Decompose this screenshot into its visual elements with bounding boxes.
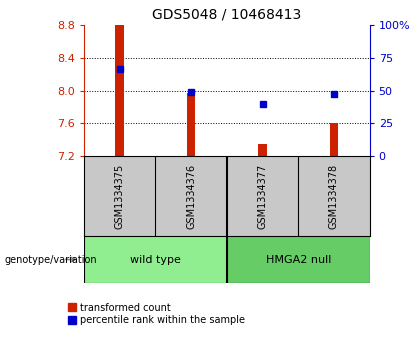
Legend: transformed count, percentile rank within the sample: transformed count, percentile rank withi… [68, 302, 246, 326]
Text: GSM1334377: GSM1334377 [257, 163, 268, 229]
Text: HMGA2 null: HMGA2 null [265, 254, 331, 265]
Bar [258, 144, 267, 156]
Title: GDS5048 / 10468413: GDS5048 / 10468413 [152, 8, 302, 21]
Text: wild type: wild type [130, 254, 181, 265]
Bar [187, 93, 195, 156]
Text: GSM1334375: GSM1334375 [115, 163, 125, 229]
Bar [330, 123, 338, 156]
Bar [227, 236, 370, 283]
Text: GSM1334378: GSM1334378 [329, 163, 339, 229]
Text: GSM1334376: GSM1334376 [186, 163, 196, 229]
Bar [84, 236, 227, 283]
Text: genotype/variation: genotype/variation [4, 254, 97, 265]
Bar [116, 25, 124, 156]
